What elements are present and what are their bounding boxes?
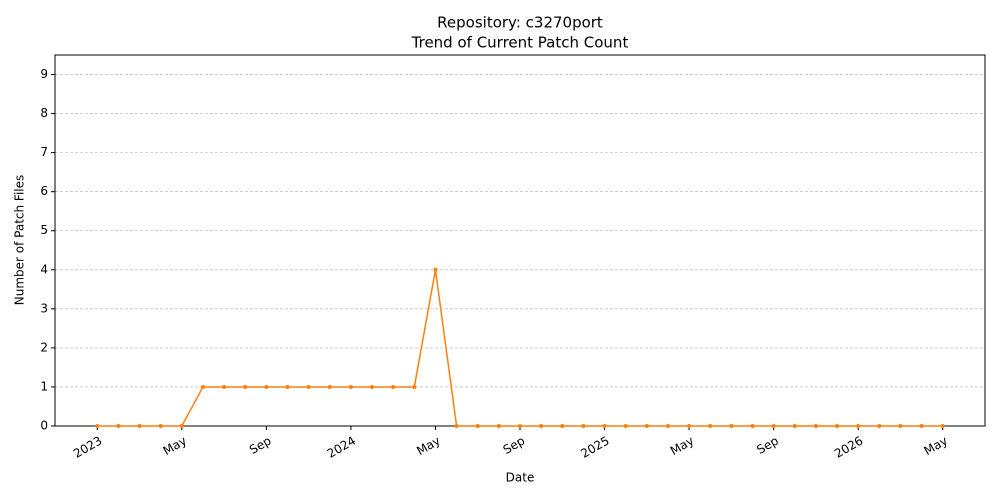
data-point [179,424,184,428]
y-tick-label: 3 [40,301,48,315]
x-tick-label: May [414,434,442,459]
data-point [412,384,417,389]
plot-frame [54,54,986,427]
data-point [877,424,882,428]
data-point [285,384,290,389]
data-point [200,384,205,389]
x-tick-label: Sep [501,434,528,457]
data-point [496,424,501,428]
x-tick-label: 2026 [832,434,865,461]
data-point [919,424,924,428]
data-point [687,424,692,428]
data-point [391,384,396,389]
data-point [433,267,438,272]
data-point [665,424,670,428]
data-point [835,424,840,428]
data-point [898,424,903,428]
data-point [518,424,522,428]
data-point [602,424,607,428]
data-point [243,384,248,389]
x-tick-label: 2023 [71,434,104,461]
data-point [539,424,544,428]
data-point [95,424,100,428]
data-point [644,424,649,428]
x-tick-label: 2025 [578,434,611,461]
data-point [306,384,311,389]
y-tick-label: 1 [40,379,48,393]
x-tick-label: 2024 [325,434,358,461]
chart-subtitle: Trend of Current Patch Count [411,34,629,52]
data-point [750,424,755,428]
data-point [708,424,713,428]
y-tick-label: 9 [40,67,48,81]
data-point [581,424,586,428]
x-axis-label: Date [506,471,535,485]
data-point [623,424,628,428]
data-point [348,384,353,389]
y-tick-label: 4 [40,262,48,276]
data-point [454,424,459,428]
chart-title: Repository: c3270port [437,14,603,32]
y-tick-label: 0 [40,419,48,433]
y-tick-label: 6 [40,184,48,198]
x-tick-label: May [921,434,949,459]
data-point [729,424,734,428]
y-tick-label: 8 [40,106,48,120]
y-tick-label: 2 [40,340,48,354]
data-point [222,384,227,389]
y-tick-label: 7 [40,145,48,159]
data-point [940,424,945,428]
data-point [771,424,776,428]
data-point [137,424,142,428]
x-tick-label: Sep [247,434,274,457]
data-point [327,384,332,389]
data-point [792,424,797,428]
data-point [475,424,480,428]
y-axis-label: Number of Patch Files [13,175,27,306]
x-tick-label: May [668,434,696,459]
data-point [116,424,121,428]
data-point [370,384,375,389]
data-point [158,424,163,428]
data-point [264,384,269,389]
data-point [813,424,818,428]
x-tick-label: Sep [754,434,781,457]
y-tick-label: 5 [40,223,48,237]
data-point [856,424,861,428]
x-tick-label: May [161,434,189,459]
data-point [560,424,565,428]
